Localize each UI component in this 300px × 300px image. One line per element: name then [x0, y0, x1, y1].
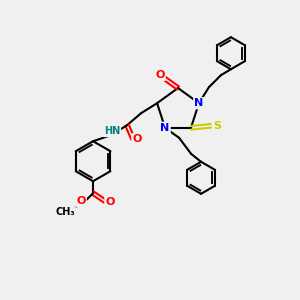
Text: O: O [155, 70, 165, 80]
Text: CH₃: CH₃ [55, 207, 75, 217]
Text: O: O [76, 196, 86, 206]
Text: HN: HN [104, 126, 120, 136]
Text: S: S [213, 121, 221, 131]
Text: N: N [160, 123, 170, 133]
Text: O: O [132, 134, 142, 144]
Text: N: N [194, 98, 203, 108]
Text: O: O [105, 197, 115, 207]
